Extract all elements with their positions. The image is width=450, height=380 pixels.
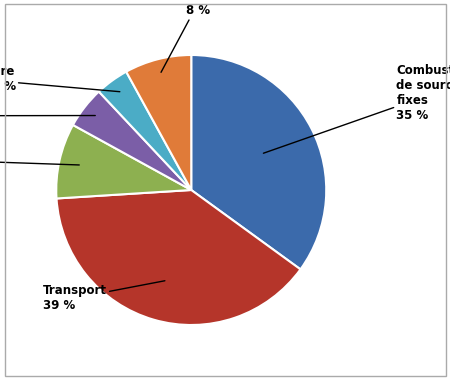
Wedge shape — [99, 72, 191, 190]
Text: Transport
39 %: Transport 39 % — [43, 281, 165, 312]
Wedge shape — [56, 125, 191, 198]
Text: Agriculture
4 %: Agriculture 4 % — [0, 65, 120, 93]
Text: Combustion
de sources
fixes
35 %: Combustion de sources fixes 35 % — [263, 64, 450, 153]
Text: Déchets
8 %: Déchets 8 % — [161, 0, 225, 72]
Wedge shape — [57, 190, 301, 325]
Wedge shape — [126, 55, 191, 190]
Text: Procédés
industriels
5 %: Procédés industriels 5 % — [0, 94, 95, 137]
Wedge shape — [73, 92, 191, 190]
Wedge shape — [191, 55, 326, 269]
Text: Sources
fugitives
9 %: Sources fugitives 9 % — [0, 139, 79, 182]
